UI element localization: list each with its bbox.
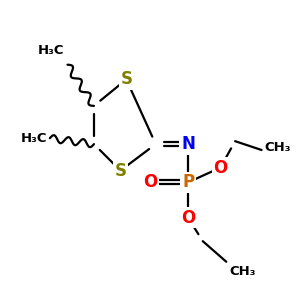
Text: N: N (181, 135, 195, 153)
Text: H₃C: H₃C (38, 44, 64, 57)
Text: CH₃: CH₃ (265, 141, 291, 154)
Text: O: O (143, 173, 157, 191)
Text: O: O (181, 208, 195, 226)
Text: S: S (114, 162, 126, 180)
Text: CH₃: CH₃ (229, 265, 256, 278)
Text: P: P (182, 173, 194, 191)
Text: H₃C: H₃C (20, 132, 47, 145)
Text: O: O (213, 159, 227, 177)
Text: S: S (120, 70, 132, 88)
